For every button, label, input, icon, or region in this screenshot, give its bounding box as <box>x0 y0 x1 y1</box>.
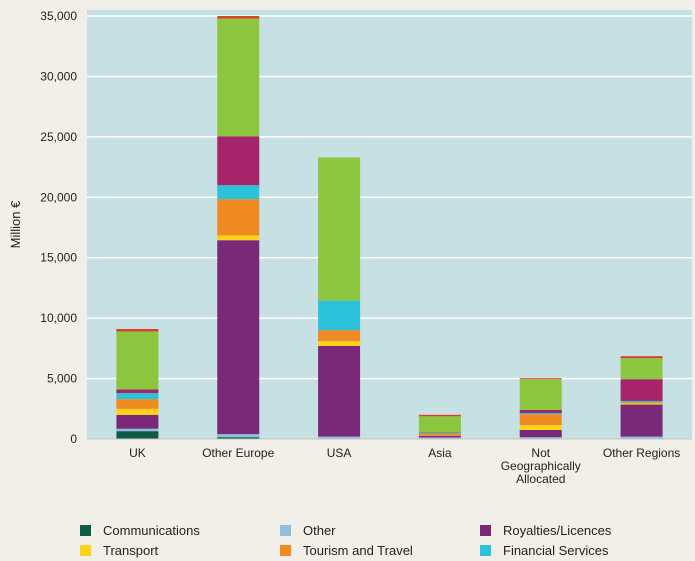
x-tick-label: Not Geographically Allocated <box>501 446 581 486</box>
legend-swatch <box>280 524 291 536</box>
bar-segment <box>418 414 461 417</box>
bar-segment <box>116 431 159 439</box>
bar-segment <box>620 436 663 439</box>
bar-segment <box>217 185 260 200</box>
bar-segment <box>418 433 461 436</box>
bar-segment <box>217 240 260 435</box>
bar-segment <box>116 414 159 429</box>
bar-segment <box>318 157 361 301</box>
legend-item: Financial Services <box>480 542 680 558</box>
y-tick-label: 25,000 <box>40 130 77 144</box>
y-tick-label: 5,000 <box>47 372 77 386</box>
legend-swatch <box>480 524 491 536</box>
bar-segment <box>116 329 159 332</box>
x-tick-label-line: Allocated <box>516 472 565 486</box>
chart-legend: Communications Other Royalties/Licences Tra… <box>80 522 680 558</box>
bar-segment <box>620 379 663 401</box>
y-axis-label: Million € <box>8 200 23 248</box>
stacked-bar-chart: 0 5,000 10,000 15,000 20,000 25,000 30,000 35,0… <box>8 9 692 486</box>
bar-segment <box>418 433 461 434</box>
legend-label: Financial Services <box>503 542 609 558</box>
bar-segment <box>519 425 562 430</box>
bar-segment <box>418 435 461 438</box>
y-tick-label: 20,000 <box>40 190 77 204</box>
legend-swatch <box>80 544 91 556</box>
legend-item: Communications <box>80 522 280 538</box>
bar-segment <box>217 235 260 241</box>
y-tick-label: 35,000 <box>40 9 77 23</box>
legend-label: Tourism and Travel <box>303 542 413 558</box>
bar-segment <box>318 300 361 331</box>
legend-item: Other <box>280 522 480 538</box>
legend-swatch <box>480 544 491 556</box>
bar-segment <box>519 413 562 415</box>
bar-segment <box>217 434 260 438</box>
bar-segment <box>418 435 461 436</box>
y-tick-label: 0 <box>70 432 77 446</box>
bar-segment <box>620 402 663 404</box>
legend-item: Transport <box>80 542 280 558</box>
x-tick-label-line: Not <box>531 446 550 460</box>
bar-segment <box>217 136 260 186</box>
x-tick-label-line: UK <box>129 446 146 460</box>
x-tick-label-line: Other Regions <box>603 446 680 460</box>
bar-segment <box>519 429 562 438</box>
x-tick-label-line: USA <box>327 446 352 460</box>
x-tick-label-line: Geographically <box>501 459 581 473</box>
bar-segment <box>418 416 461 433</box>
legend-label: Transport <box>103 542 159 558</box>
bar-segment <box>620 358 663 380</box>
bar-segment <box>116 408 159 415</box>
bar-segment <box>318 341 361 346</box>
bar-segment <box>620 403 663 405</box>
bar-segment <box>116 428 159 432</box>
bar-segment <box>116 331 159 390</box>
bar-segment <box>620 400 663 403</box>
bar-segment <box>519 437 562 439</box>
bar-segment <box>318 345 361 437</box>
x-tick-label: USA <box>327 446 352 460</box>
x-tick-label: Asia <box>428 446 452 460</box>
bar-segment <box>116 389 159 394</box>
bar-segment <box>217 18 260 137</box>
bar-segment <box>116 393 159 400</box>
y-tick-label: 15,000 <box>40 251 77 265</box>
bar-segment <box>217 437 260 439</box>
legend-item: Tourism and Travel <box>280 542 480 558</box>
legend-swatch <box>80 524 91 536</box>
bar-segment <box>519 378 562 380</box>
legend-label: Communications <box>103 522 200 538</box>
x-tick-label: Other Regions <box>603 446 680 460</box>
x-tick-label-line: Other Europe <box>202 446 274 460</box>
legend-label: Other <box>303 522 336 538</box>
bar-segment <box>519 414 562 426</box>
x-tick-label-line: Asia <box>428 446 452 460</box>
bar-segment <box>519 409 562 414</box>
bar-segment <box>116 399 159 409</box>
legend-item: Royalties/Licences <box>480 522 680 538</box>
bar-segment <box>318 330 361 342</box>
x-tick-label: Other Europe <box>202 446 274 460</box>
bar-segment <box>318 436 361 439</box>
bar-segment <box>418 437 461 439</box>
bar-segment <box>217 199 260 236</box>
legend-label: Royalties/Licences <box>503 522 612 538</box>
y-tick-label: 10,000 <box>40 311 77 325</box>
legend-swatch <box>280 544 291 556</box>
bar-segment <box>620 356 663 359</box>
bar-segment <box>418 432 461 434</box>
bar-segment <box>217 16 260 19</box>
plot-area <box>87 10 692 439</box>
y-tick-label: 30,000 <box>40 69 77 83</box>
bar-segment <box>519 379 562 410</box>
x-tick-label: UK <box>129 446 146 460</box>
bar-segment <box>620 404 663 437</box>
